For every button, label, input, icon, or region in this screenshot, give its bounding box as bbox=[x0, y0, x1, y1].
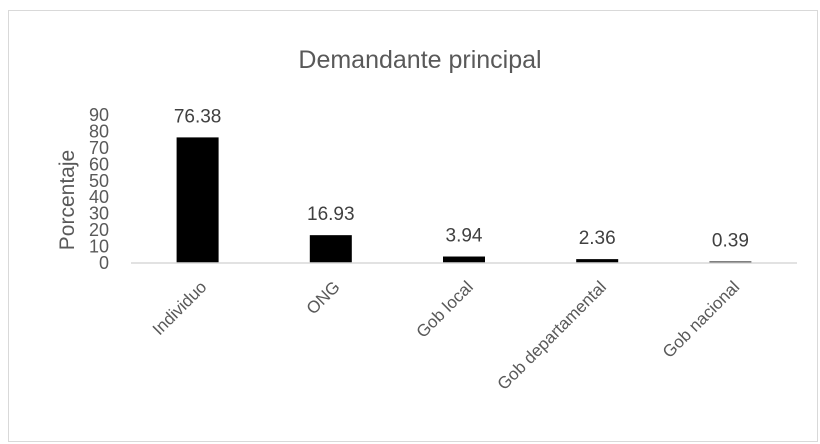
y-tick-label: 60 bbox=[89, 154, 109, 174]
x-category-label: Gob departamental bbox=[494, 277, 610, 393]
data-label: 3.94 bbox=[446, 226, 483, 247]
bar bbox=[309, 235, 352, 263]
x-category-label: Gob local bbox=[413, 277, 477, 341]
x-category-label: ONG bbox=[303, 277, 344, 318]
y-tick-label: 0 bbox=[99, 253, 109, 273]
bar bbox=[576, 259, 619, 263]
x-category-label: Gob nacional bbox=[659, 277, 743, 361]
bar bbox=[176, 137, 219, 263]
y-tick-label: 20 bbox=[89, 220, 109, 240]
bars bbox=[176, 137, 752, 263]
y-tick-label: 30 bbox=[89, 204, 109, 224]
category-labels: Individuo ONG Gob local Gob departamental Go… bbox=[149, 277, 743, 393]
y-tick-label: 80 bbox=[89, 121, 109, 141]
data-label: 2.36 bbox=[579, 228, 616, 249]
data-labels: 76.38 16.93 3.94 2.36 0.39 bbox=[174, 106, 749, 251]
y-axis-title: Porcentaje bbox=[56, 150, 79, 250]
y-tick-label: 40 bbox=[89, 187, 109, 207]
chart-title: Demandante principal bbox=[298, 46, 541, 74]
data-label: 0.39 bbox=[712, 231, 749, 252]
y-tick-label: 90 bbox=[89, 105, 109, 125]
data-label: 76.38 bbox=[174, 106, 222, 127]
data-label: 16.93 bbox=[307, 204, 355, 225]
y-tick-label: 50 bbox=[89, 171, 109, 191]
bar bbox=[443, 256, 485, 263]
bar-chart: Demandante principal Porcentaje 01020304… bbox=[56, 46, 797, 394]
x-category-label: Individuo bbox=[149, 277, 211, 339]
y-tick-label: 70 bbox=[89, 138, 109, 158]
y-tick-label: 10 bbox=[89, 237, 109, 257]
chart-frame: Demandante principal Porcentaje 0 10 20 30 4… bbox=[8, 10, 818, 442]
